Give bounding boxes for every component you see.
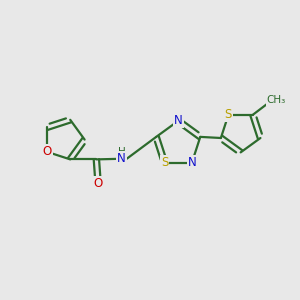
Text: CH₃: CH₃ [266, 95, 286, 106]
Text: O: O [42, 145, 52, 158]
Text: N: N [174, 114, 183, 128]
Text: H: H [118, 147, 125, 157]
Text: O: O [93, 177, 103, 190]
Text: N: N [188, 156, 196, 169]
Text: S: S [225, 108, 232, 121]
Text: S: S [161, 156, 168, 169]
Text: N: N [117, 152, 126, 165]
